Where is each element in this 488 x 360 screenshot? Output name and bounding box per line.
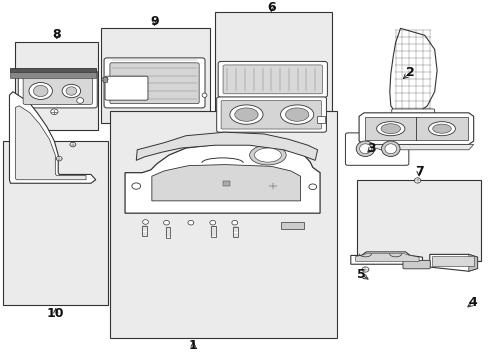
Ellipse shape [249, 145, 285, 165]
Text: 10: 10 [47, 307, 64, 320]
Ellipse shape [202, 93, 206, 97]
Ellipse shape [414, 178, 420, 183]
Ellipse shape [308, 184, 316, 190]
Text: 6: 6 [266, 1, 275, 14]
Polygon shape [389, 28, 436, 114]
Ellipse shape [102, 77, 108, 82]
Ellipse shape [66, 87, 77, 95]
Ellipse shape [269, 183, 276, 189]
FancyBboxPatch shape [216, 97, 326, 132]
Ellipse shape [29, 82, 52, 99]
Polygon shape [358, 113, 473, 144]
Ellipse shape [132, 183, 141, 189]
Bar [103, 77, 107, 82]
Polygon shape [429, 255, 477, 271]
FancyBboxPatch shape [221, 100, 321, 129]
Polygon shape [468, 255, 477, 271]
Polygon shape [9, 92, 96, 183]
Text: 5: 5 [356, 268, 365, 281]
Ellipse shape [77, 98, 83, 103]
Bar [316, 116, 325, 123]
Ellipse shape [187, 220, 193, 225]
Text: 9: 9 [150, 15, 158, 28]
Ellipse shape [33, 85, 48, 96]
FancyBboxPatch shape [391, 109, 434, 128]
Polygon shape [350, 252, 422, 264]
Polygon shape [363, 144, 473, 150]
Ellipse shape [355, 141, 374, 157]
FancyBboxPatch shape [402, 260, 429, 269]
Bar [365, 117, 467, 140]
Ellipse shape [285, 108, 308, 121]
Text: 4: 4 [468, 297, 476, 310]
Polygon shape [152, 165, 300, 201]
Bar [142, 225, 147, 236]
FancyBboxPatch shape [18, 70, 97, 108]
Bar [356, 180, 480, 261]
Text: 7: 7 [414, 166, 423, 179]
Ellipse shape [376, 122, 404, 136]
Ellipse shape [51, 109, 58, 114]
Ellipse shape [231, 220, 237, 225]
Bar [110, 111, 336, 338]
Text: 8: 8 [52, 28, 61, 41]
Bar [10, 72, 96, 78]
FancyBboxPatch shape [105, 76, 148, 100]
Bar [232, 226, 237, 237]
Ellipse shape [245, 143, 289, 167]
Bar [221, 180, 231, 187]
Ellipse shape [209, 220, 215, 225]
Bar [165, 227, 170, 238]
Text: 3: 3 [366, 141, 375, 154]
Ellipse shape [280, 105, 313, 124]
Polygon shape [136, 132, 317, 160]
Ellipse shape [70, 142, 76, 147]
Bar [223, 181, 229, 186]
Bar [431, 256, 473, 266]
Ellipse shape [380, 124, 400, 134]
Ellipse shape [56, 156, 62, 161]
Ellipse shape [229, 105, 263, 124]
Ellipse shape [254, 148, 281, 162]
Bar [215, 13, 331, 134]
FancyBboxPatch shape [345, 133, 408, 165]
Polygon shape [355, 254, 418, 261]
Ellipse shape [361, 267, 368, 272]
Bar [281, 222, 304, 229]
Ellipse shape [381, 141, 399, 157]
Ellipse shape [163, 220, 169, 225]
Text: 2: 2 [405, 66, 414, 79]
FancyBboxPatch shape [104, 58, 204, 108]
Polygon shape [125, 144, 320, 213]
Ellipse shape [62, 84, 81, 98]
Text: 1: 1 [188, 339, 197, 352]
FancyBboxPatch shape [23, 75, 92, 104]
Bar [101, 28, 210, 123]
Ellipse shape [432, 124, 450, 133]
FancyBboxPatch shape [218, 62, 327, 97]
Bar [3, 141, 108, 305]
Bar [15, 42, 98, 130]
FancyBboxPatch shape [110, 63, 199, 104]
Ellipse shape [142, 220, 148, 224]
FancyBboxPatch shape [223, 65, 322, 94]
Ellipse shape [234, 108, 258, 121]
Polygon shape [15, 106, 86, 180]
Bar [10, 68, 96, 72]
Ellipse shape [359, 144, 370, 154]
Ellipse shape [427, 122, 454, 136]
Ellipse shape [384, 144, 396, 154]
Bar [210, 226, 215, 237]
